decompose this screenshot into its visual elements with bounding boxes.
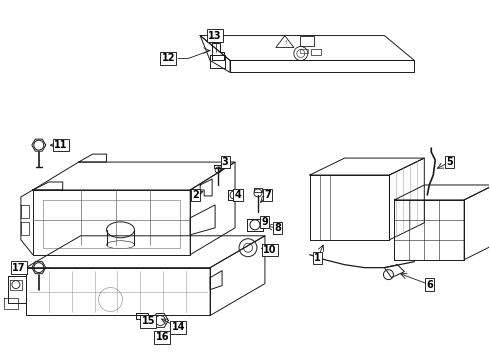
Text: 16: 16 bbox=[155, 332, 169, 342]
Text: 11: 11 bbox=[54, 140, 68, 150]
Text: 5: 5 bbox=[446, 157, 453, 167]
Text: 14: 14 bbox=[172, 323, 185, 332]
Text: 17: 17 bbox=[12, 263, 25, 273]
Text: 12: 12 bbox=[162, 54, 175, 63]
Text: 9: 9 bbox=[262, 217, 269, 227]
Text: 15: 15 bbox=[142, 316, 155, 327]
Text: 10: 10 bbox=[263, 245, 277, 255]
Text: 13: 13 bbox=[208, 31, 222, 41]
Text: 4: 4 bbox=[235, 190, 242, 200]
Text: 8: 8 bbox=[274, 223, 281, 233]
Text: 6: 6 bbox=[426, 280, 433, 289]
Bar bbox=[300, 36, 314, 45]
Bar bbox=[311, 49, 321, 55]
Text: !: ! bbox=[284, 40, 286, 45]
Circle shape bbox=[254, 189, 262, 197]
Text: 3: 3 bbox=[221, 157, 228, 167]
Text: 7: 7 bbox=[265, 190, 271, 200]
Text: 2: 2 bbox=[192, 190, 198, 200]
Text: 1: 1 bbox=[315, 253, 321, 263]
Circle shape bbox=[215, 167, 221, 173]
Bar bbox=[300, 49, 308, 54]
